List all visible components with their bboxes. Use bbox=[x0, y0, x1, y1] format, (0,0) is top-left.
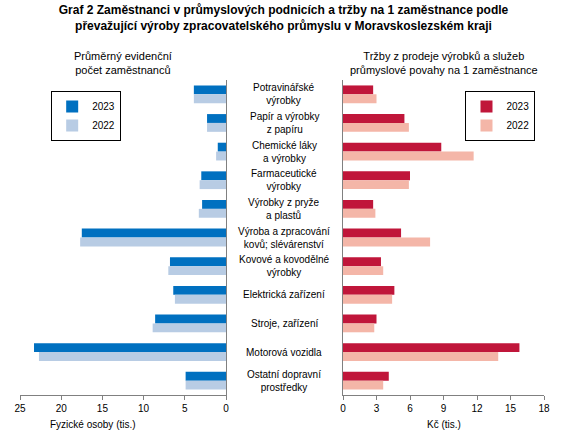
svg-text:2022: 2022 bbox=[92, 120, 115, 131]
svg-text:3: 3 bbox=[374, 403, 380, 414]
svg-text:2023: 2023 bbox=[92, 101, 115, 112]
svg-text:Stroje, zařízení: Stroje, zařízení bbox=[251, 318, 318, 329]
svg-text:10: 10 bbox=[138, 403, 150, 414]
svg-text:Fyzické osoby (tis.): Fyzické osoby (tis.) bbox=[50, 419, 136, 430]
svg-text:2023: 2023 bbox=[506, 101, 529, 112]
svg-text:18: 18 bbox=[538, 403, 550, 414]
svg-text:15: 15 bbox=[97, 403, 109, 414]
svg-text:12: 12 bbox=[471, 403, 483, 414]
svg-text:Potravinářskévýrobky: Potravinářskévýrobky bbox=[253, 82, 315, 106]
svg-text:0: 0 bbox=[340, 403, 346, 414]
svg-text:Výrobky z pryžea plastů: Výrobky z pryžea plastů bbox=[248, 197, 320, 221]
svg-text:Elektrická zařízení: Elektrická zařízení bbox=[243, 289, 325, 300]
svg-text:Chemické lákya výrobky: Chemické lákya výrobky bbox=[252, 140, 317, 164]
svg-text:Výroba a zpracováníkovů; slévá: Výroba a zpracováníkovů; slévárenství bbox=[238, 226, 330, 250]
svg-text:25: 25 bbox=[14, 403, 26, 414]
svg-text:Tržby z prodeje výrobků a služ: Tržby z prodeje výrobků a služebprůmyslo… bbox=[350, 50, 538, 76]
svg-text:Graf 2 Zaměstnanci v průmyslov: Graf 2 Zaměstnanci v průmyslových podnic… bbox=[59, 3, 509, 33]
svg-text:Papír a výrobkyz papíru: Papír a výrobkyz papíru bbox=[250, 111, 319, 135]
svg-text:5: 5 bbox=[182, 403, 188, 414]
svg-text:20: 20 bbox=[56, 403, 68, 414]
svg-text:Průměrný evidenčnípočet zaměst: Průměrný evidenčnípočet zaměstnanců bbox=[74, 50, 172, 76]
svg-text:Ostatní dopravníprostředky: Ostatní dopravníprostředky bbox=[247, 369, 321, 393]
svg-text:15: 15 bbox=[505, 403, 517, 414]
svg-text:0: 0 bbox=[223, 403, 229, 414]
svg-text:Kovové a kovodělnévýrobky: Kovové a kovodělnévýrobky bbox=[239, 254, 330, 278]
svg-text:Farmaceutickévýrobky: Farmaceutickévýrobky bbox=[251, 168, 317, 192]
svg-text:2022: 2022 bbox=[506, 120, 529, 131]
svg-text:Kč (tis.): Kč (tis.) bbox=[427, 419, 461, 430]
svg-text:6: 6 bbox=[407, 403, 413, 414]
svg-text:Motorová vozidla: Motorová vozidla bbox=[246, 347, 322, 358]
svg-text:9: 9 bbox=[441, 403, 447, 414]
